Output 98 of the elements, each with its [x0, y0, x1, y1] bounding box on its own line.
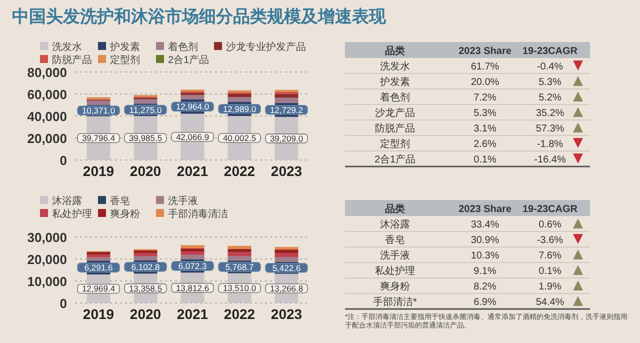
data-label: 20.0%: [470, 77, 500, 88]
legend-label: 爽身粉: [110, 208, 140, 220]
data-label: 11,275.0: [129, 104, 162, 115]
text: 19-23CAGR: [522, 204, 578, 215]
x-tick-label: 2020: [130, 306, 162, 322]
x-tick-label: 2023: [270, 306, 302, 322]
x-tick-label: 2022: [224, 163, 256, 179]
data-label: 35.2%: [536, 108, 564, 119]
data-label: 6,291.6: [84, 262, 113, 273]
legend-label: 洗手液: [168, 195, 198, 207]
legend-label: 沐浴露: [52, 195, 82, 207]
data-label: -3.6%: [536, 235, 564, 246]
y-tick-label: 60,000: [27, 87, 67, 102]
data-label: 9.1%: [474, 266, 497, 277]
data-label: 54.4%: [536, 297, 564, 308]
data-label: 5.2%: [538, 92, 562, 104]
data-label: 6.9%: [474, 297, 497, 308]
legend-label: 香皂: [110, 195, 130, 207]
data-label: 5,768.7: [225, 262, 254, 272]
data-label: 30.9%: [470, 235, 500, 246]
legend-label: 着色剂: [168, 41, 198, 53]
legend-label: 手部消毒清洁: [168, 208, 228, 220]
y-tick-label: 0: [60, 296, 67, 311]
category-label: 洗手液: [380, 250, 410, 262]
y-tick-label: 20,000: [27, 131, 67, 146]
data-label: 39,796.4: [82, 133, 116, 144]
category-label: 手部清洁*: [373, 296, 418, 308]
data-label: 0.6%: [538, 220, 562, 230]
x-tick-label: 2023: [270, 163, 302, 179]
data-label: -1.8%: [536, 139, 564, 150]
legend-label: 沙龙专业护发产品: [226, 41, 306, 53]
data-label: 13,812.6: [176, 282, 210, 293]
category-label: 沙龙产品: [375, 107, 415, 119]
data-label: 7.6%: [538, 250, 562, 262]
text: 2023 Share: [458, 204, 512, 215]
data-label: 33.4%: [470, 220, 500, 230]
data-label: 42,066.9: [176, 132, 210, 142]
data-label: 0.1%: [474, 154, 497, 166]
y-tick-label: 80,000: [27, 65, 67, 80]
data-label: 0.1%: [538, 266, 562, 277]
data-label: 12,969.4: [82, 284, 116, 294]
category-label: 防脱产品: [375, 122, 415, 134]
x-tick-label: 2019: [82, 306, 114, 322]
x-tick-label: 2019: [82, 163, 114, 179]
category-label: 着色剂: [380, 92, 410, 104]
data-label: 39,985.5: [128, 133, 162, 144]
data-label: 57.3%: [536, 124, 564, 134]
data-label: 13,266.8: [270, 283, 304, 294]
x-tick-label: 2021: [176, 163, 208, 179]
data-label: 5,422.6: [272, 262, 301, 273]
x-tick-label: 2021: [176, 306, 208, 322]
legend-label: 定型剂: [110, 54, 140, 66]
data-label: 6,102.8: [131, 262, 160, 272]
data-label: 5.3%: [538, 77, 562, 88]
data-label: 6,072.3: [178, 260, 207, 271]
y-tick-label: 0: [60, 153, 67, 168]
data-label: 13,358.5: [128, 283, 162, 294]
data-label: 12,989.0: [222, 104, 256, 114]
y-tick-label: 30,000: [27, 230, 67, 245]
chart-title: 中国头发洗护和沐浴市场细分品类规模及增速表现: [12, 7, 387, 26]
text: 19-23CAGR: [522, 46, 578, 57]
y-tick-label: 20,000: [27, 252, 67, 267]
category-label: 私处护理: [375, 265, 415, 277]
data-label: 5.3%: [474, 108, 497, 119]
text: 2023 Share: [458, 46, 512, 57]
data-label: 7.2%: [474, 92, 497, 104]
category-label: 定型剂: [380, 138, 410, 150]
data-label: 61.7%: [470, 62, 500, 72]
y-tick-label: 40,000: [27, 109, 67, 124]
data-label: -16.4%: [534, 154, 566, 166]
category-label: 香皂: [385, 234, 405, 246]
category-label: 护发素: [379, 76, 410, 88]
legend-label: 洗发水: [52, 41, 82, 53]
x-tick-label: 2020: [130, 163, 162, 179]
category-label: 洗发水: [380, 60, 410, 72]
data-label: 13,510.0: [222, 283, 256, 294]
text: 品类: [385, 45, 405, 57]
text: 品类: [385, 203, 405, 215]
data-label: 40,002.5: [222, 133, 256, 143]
legend-label: 护发素: [109, 41, 140, 53]
data-label: 2.6%: [474, 139, 497, 150]
category-label: 爽身粉: [380, 280, 410, 292]
legend-label: 防脱产品: [52, 54, 92, 66]
data-label: 8.2%: [474, 282, 497, 292]
data-label: 3.1%: [474, 124, 497, 134]
legend-label: 私处护理: [52, 208, 92, 220]
data-label: -0.4%: [536, 62, 564, 72]
data-label: 10.3%: [470, 250, 500, 262]
category-label: 2合1产品: [374, 154, 416, 166]
data-label: 10,371.0: [82, 106, 116, 116]
y-tick-label: 10,000: [27, 274, 67, 289]
legend-label: 2合1产品: [168, 54, 210, 66]
data-label: 1.9%: [538, 282, 562, 292]
data-label: 12,964.0: [176, 102, 210, 112]
data-label: 12,729.2: [270, 104, 304, 115]
data-label: 39,209.0: [270, 133, 304, 144]
category-label: 沐浴露: [380, 218, 410, 230]
x-tick-label: 2022: [224, 306, 256, 322]
